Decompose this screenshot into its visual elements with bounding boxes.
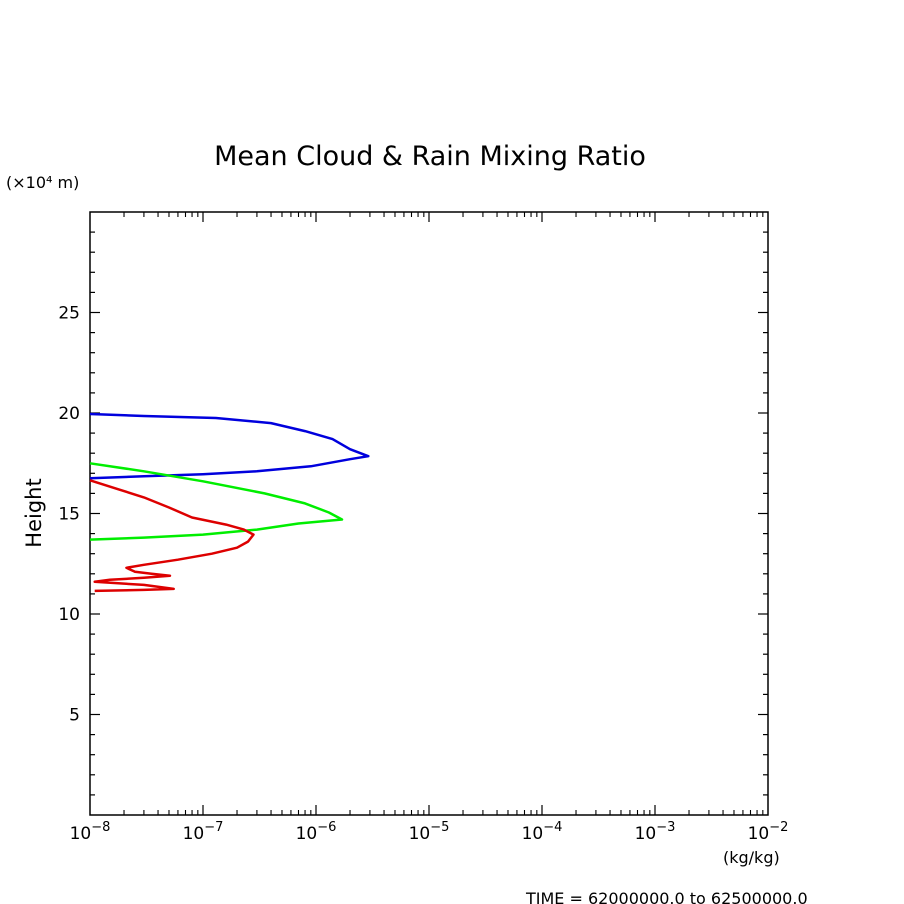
- y-tick-label: 15: [58, 505, 80, 525]
- series-line-3: [89, 479, 255, 593]
- x-unit-label: (kg/kg): [723, 848, 780, 867]
- x-tick-label: 10−2: [748, 820, 789, 844]
- footer-time-range: TIME = 62000000.0 to 62500000.0: [525, 889, 808, 904]
- y-tick-label: 5: [69, 706, 80, 726]
- y-tick-label: 20: [58, 404, 80, 424]
- y-axis-title: Height: [22, 478, 46, 547]
- x-tick-label: 10−3: [635, 820, 676, 844]
- x-tick-label: 10−5: [409, 820, 450, 844]
- x-tick-label: 10−8: [70, 820, 111, 844]
- x-tick-label: 10−4: [522, 820, 563, 844]
- y-unit-label: (×10⁴ m): [6, 173, 79, 192]
- chart-title: Mean Cloud & Rain Mixing Ratio: [214, 141, 646, 172]
- y-tick-label: 10: [58, 605, 80, 625]
- plot-frame: [89, 211, 769, 816]
- x-tick-label: 10−6: [296, 820, 337, 844]
- y-tick-label: 25: [58, 304, 80, 324]
- series-line-2: [89, 462, 344, 541]
- series-line-1: [89, 412, 370, 480]
- x-tick-label: 10−7: [183, 820, 224, 844]
